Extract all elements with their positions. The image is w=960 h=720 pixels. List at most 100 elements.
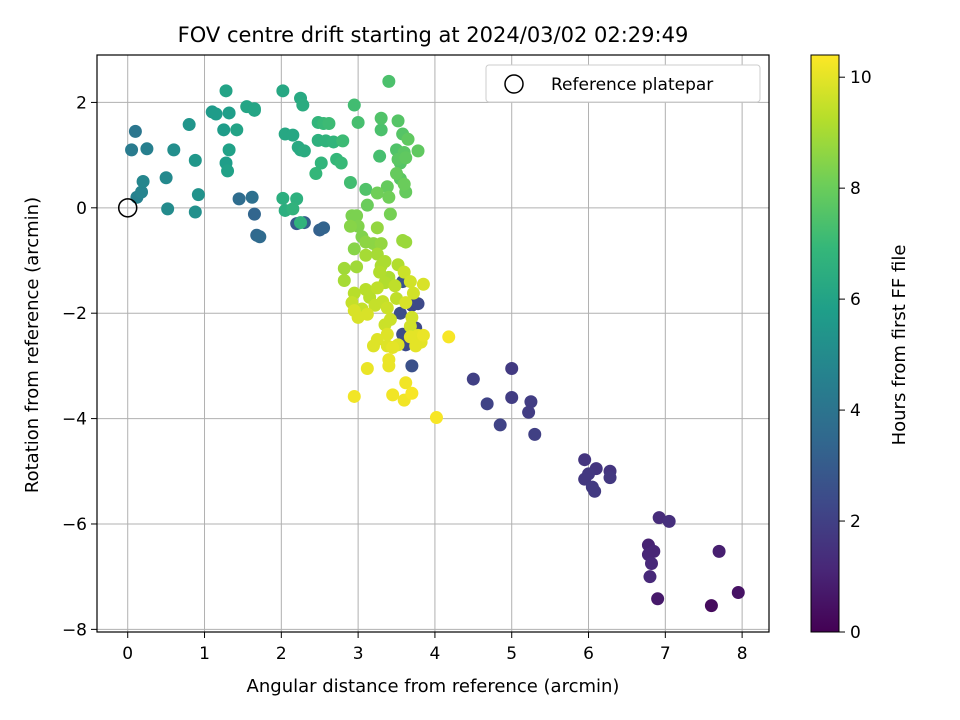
legend-entry-label: Reference platepar — [551, 75, 713, 95]
data-point — [350, 260, 364, 274]
data-point — [399, 235, 413, 249]
colorbar-tick-label: 0 — [850, 623, 861, 643]
plot-area — [96, 54, 770, 633]
data-point — [247, 207, 261, 221]
x-tick-label: 1 — [199, 644, 210, 664]
data-point — [380, 180, 394, 194]
data-point — [397, 265, 411, 279]
data-point — [359, 182, 373, 196]
colorbar: 0 2 4 6 8 10 Hours from first FF file — [810, 54, 910, 643]
colorbar-tick-label: 4 — [850, 401, 861, 421]
reference-point-marker — [117, 198, 138, 218]
plot-frame — [96, 54, 770, 633]
data-point — [294, 216, 308, 230]
data-point — [360, 362, 374, 376]
data-point — [652, 511, 666, 525]
colorbar-ticks: 0 2 4 6 8 10 — [839, 68, 872, 643]
legend-marker-circle — [504, 74, 524, 94]
data-point — [382, 190, 396, 204]
x-tick-label: 5 — [506, 644, 517, 664]
data-point — [222, 143, 236, 157]
data-point — [480, 397, 494, 411]
colorbar-tick-label: 8 — [850, 179, 861, 199]
data-point — [383, 207, 397, 221]
data-point — [391, 114, 405, 128]
data-point — [343, 176, 357, 190]
data-points — [125, 74, 745, 613]
data-point — [247, 102, 261, 116]
x-tick-label: 4 — [430, 644, 441, 664]
data-point — [442, 330, 456, 344]
data-point — [317, 221, 331, 235]
data-point — [370, 281, 384, 295]
data-point — [370, 186, 384, 200]
data-point — [588, 484, 602, 498]
data-point — [393, 306, 407, 320]
y-axis: 2 0 −2 −4 −6 −8 — [62, 93, 97, 640]
data-point — [276, 84, 290, 98]
data-point — [245, 190, 259, 204]
data-point — [286, 128, 300, 142]
data-point — [253, 230, 267, 244]
data-point — [411, 144, 425, 158]
data-point — [135, 185, 149, 199]
y-tick-label: −6 — [62, 515, 87, 535]
data-point — [161, 202, 175, 216]
data-point — [347, 242, 361, 256]
data-point — [290, 192, 304, 206]
data-point — [140, 142, 154, 156]
data-point — [188, 205, 202, 219]
data-point — [336, 134, 350, 148]
data-point — [399, 376, 413, 390]
colorbar-label: Hours from first FF file — [889, 245, 910, 446]
data-point — [222, 106, 236, 120]
data-point — [386, 388, 400, 402]
data-point — [493, 418, 507, 432]
data-point — [374, 237, 388, 251]
data-point — [373, 149, 387, 163]
legend: Reference platepar — [485, 64, 761, 103]
data-point — [350, 209, 364, 223]
data-point — [286, 202, 300, 216]
data-point — [505, 391, 519, 405]
data-point — [230, 123, 244, 137]
reference-marker — [117, 198, 138, 218]
data-point — [380, 327, 394, 341]
data-point — [297, 144, 311, 158]
data-point — [276, 191, 290, 205]
data-point — [405, 359, 419, 373]
y-axis-label: Rotation from reference (arcmin) — [22, 197, 43, 493]
data-point — [712, 544, 726, 558]
data-point — [159, 171, 173, 185]
data-point — [128, 124, 142, 138]
data-point — [603, 471, 617, 485]
data-point — [191, 188, 205, 202]
data-point — [401, 132, 415, 146]
data-point — [397, 177, 411, 191]
data-point — [232, 192, 246, 206]
data-point — [704, 599, 718, 613]
legend-box — [485, 64, 761, 103]
data-point — [651, 592, 665, 606]
x-tick-label: 7 — [660, 644, 671, 664]
data-point — [528, 427, 542, 441]
x-tick-label: 0 — [122, 644, 133, 664]
data-point — [221, 164, 235, 178]
x-tick-label: 8 — [737, 644, 748, 664]
data-point — [136, 174, 150, 188]
data-point — [314, 156, 328, 170]
y-tick-label: −8 — [62, 620, 87, 640]
y-tick-label: 0 — [76, 199, 87, 219]
data-point — [351, 115, 365, 129]
x-axis: 0 1 2 3 4 5 6 7 8 — [122, 632, 748, 664]
x-tick-label: 3 — [353, 644, 364, 664]
data-point — [337, 261, 351, 275]
data-point — [373, 265, 387, 279]
data-point — [578, 453, 592, 467]
data-point — [383, 313, 397, 327]
data-point — [390, 167, 404, 181]
data-point — [219, 84, 233, 98]
data-point — [374, 123, 388, 137]
data-point — [644, 556, 658, 570]
